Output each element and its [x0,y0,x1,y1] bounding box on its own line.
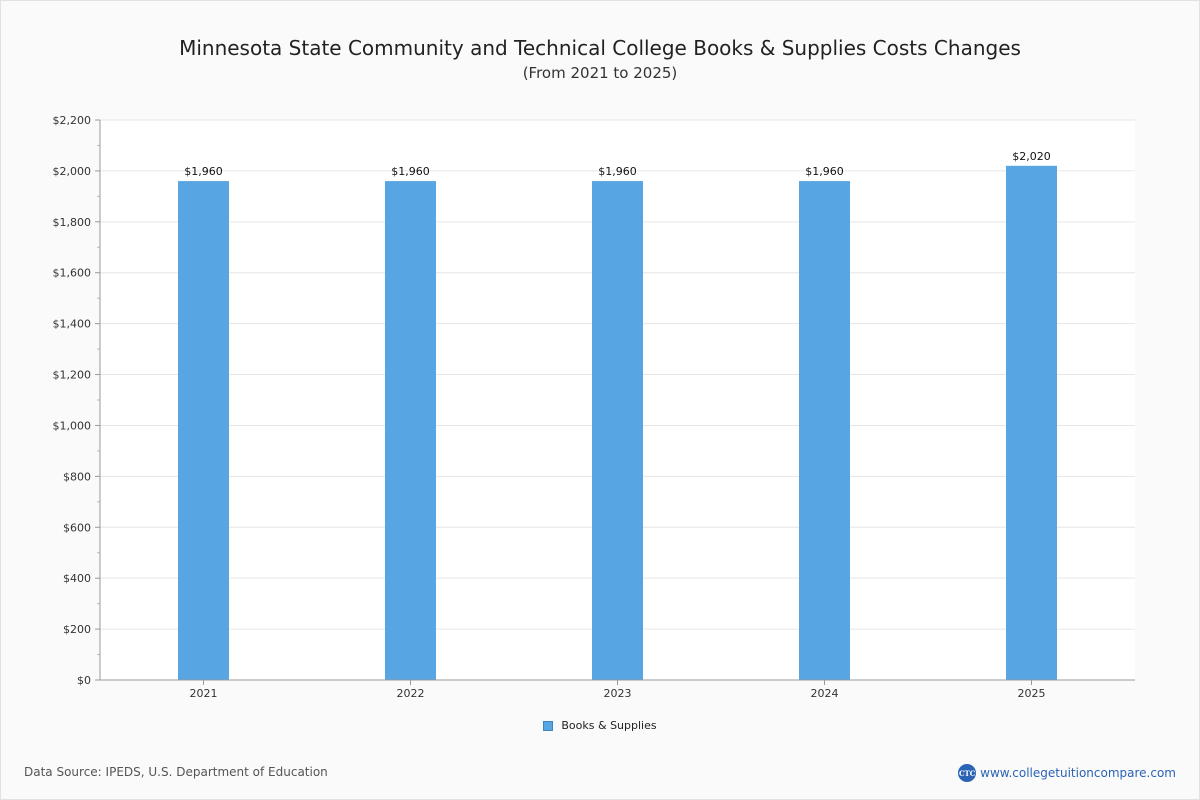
bars: $1,960 $1,960 $1,960 $1,960 $2,020 [178,150,1057,680]
x-tick-label: 2023 [604,687,632,700]
y-tick-label: $1,200 [53,369,92,382]
legend-swatch [543,720,554,731]
bar [592,181,643,680]
bar [1006,165,1057,680]
data-label: $1,960 [184,165,223,178]
brand-link[interactable]: CTC www.collegetuitioncompare.com [958,764,1176,782]
ctc-logo-icon: CTC [958,764,977,782]
x-tick-label: 2022 [397,687,425,700]
y-tick-label: $800 [63,470,91,483]
data-label: $1,960 [598,165,637,178]
bar [178,181,229,680]
legend: Books & Supplies [0,719,1200,732]
legend-label: Books & Supplies [561,719,657,732]
axes: $0 $200 $400 $600 $800 $1,000 $1,200 $1,400 $1,6… [53,114,1135,700]
y-tick-label: $1,600 [53,267,92,280]
data-label: $1,960 [391,165,430,178]
y-tick-label: $400 [63,572,91,585]
data-label: $2,020 [1012,150,1051,163]
brand-url: www.collegetuitioncompare.com [980,766,1176,780]
data-label: $1,960 [805,165,844,178]
y-tick-label: $2,200 [53,114,92,127]
x-tick-label: 2024 [811,687,839,700]
x-tick-label: 2025 [1018,687,1046,700]
y-tick-label: $1,400 [53,318,92,331]
y-tick-label: $1,000 [53,419,92,432]
x-tick-label: 2021 [190,687,218,700]
chart-subtitle: (From 2021 to 2025) [522,64,678,82]
y-tick-label: $600 [63,521,91,534]
chart-title: Minnesota State Community and Technical … [179,36,1021,60]
bar [385,181,436,680]
y-tick-label: $0 [77,674,91,687]
y-tick-label: $1,800 [53,216,92,229]
y-tick-label: $2,000 [53,165,92,178]
bar [799,181,850,680]
data-source: Data Source: IPEDS, U.S. Department of E… [24,765,328,779]
y-tick-label: $200 [63,623,91,636]
